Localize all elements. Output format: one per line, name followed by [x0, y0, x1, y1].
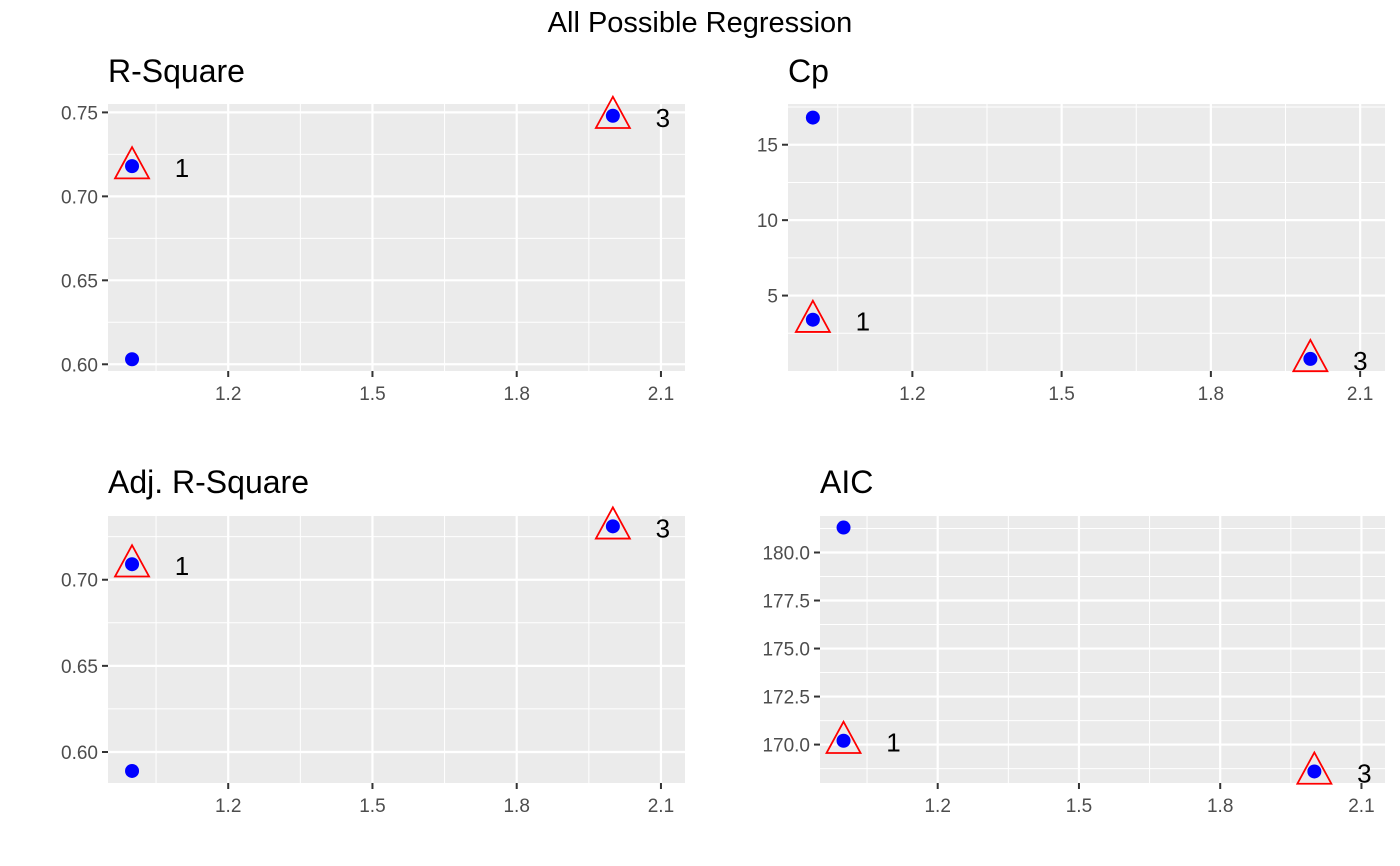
adj-r-square-y-tick-label: 0.70: [61, 571, 98, 592]
aic-data-point: [836, 733, 851, 748]
cp-data-point: [1303, 351, 1318, 366]
aic-y-tick-label: 177.5: [762, 592, 810, 613]
adj-r-square-highlight-triangle: [113, 543, 151, 578]
cp-point-label: 1: [856, 307, 870, 337]
aic-y-tick-label: 180.0: [762, 543, 810, 564]
r-square-highlight-triangle: [113, 145, 151, 180]
panel-aic: AIC 1.2 1.5 1.8 2.1 170.0 172.5 175.0 177.5 180.0…: [762, 464, 1385, 817]
cp-y-tick-label: 15: [757, 136, 778, 157]
r-square-title: R-Square: [108, 53, 245, 89]
r-square-plot-background: [108, 104, 685, 371]
cp-data-point: [805, 312, 820, 327]
adj-r-square-x-tick-label: 1.8: [503, 796, 529, 817]
r-square-point-label: 3: [656, 103, 670, 133]
aic-highlight-triangle: [825, 719, 863, 754]
aic-x-tick-label: 2.1: [1348, 796, 1374, 817]
cp-title: Cp: [788, 53, 829, 89]
aic-y-tick-label: 172.5: [762, 688, 810, 709]
cp-x-tick-label: 2.1: [1347, 384, 1373, 405]
adj-r-square-point-label: 1: [175, 551, 189, 581]
r-square-data-point: [125, 159, 140, 174]
aic-data-point: [836, 520, 851, 535]
cp-x-tick-label: 1.2: [899, 384, 925, 405]
adj-r-square-title: Adj. R-Square: [108, 464, 309, 500]
cp-x-tick-label: 1.5: [1048, 384, 1074, 405]
aic-data-point: [1307, 764, 1322, 779]
adj-r-square-data-point: [125, 763, 140, 778]
adj-r-square-data-point: [125, 557, 140, 572]
adj-r-square-y-tick-label: 0.60: [61, 743, 98, 764]
r-square-y-tick-label: 0.65: [61, 271, 98, 292]
panel-r-square: R-Square 1.2 1.5 1.8 2.1 0.60 0.65 0.70 0.75 1 3: [61, 53, 685, 405]
adj-r-square-x-tick-label: 1.2: [215, 796, 241, 817]
cp-point-label: 3: [1353, 346, 1367, 376]
r-square-y-tick-label: 0.70: [61, 187, 98, 208]
r-square-highlight-triangle: [594, 94, 632, 129]
adj-r-square-x-tick-label: 1.5: [359, 796, 385, 817]
aic-x-tick-label: 1.5: [1066, 796, 1092, 817]
cp-y-tick-label: 10: [757, 211, 778, 232]
cp-data-point: [805, 110, 820, 125]
cp-highlight-triangle: [794, 298, 832, 333]
figure-title: All Possible Regression: [548, 7, 853, 39]
r-square-x-tick-label: 2.1: [648, 384, 674, 405]
r-square-data-point: [605, 108, 620, 123]
adj-r-square-point-label: 3: [656, 513, 670, 543]
aic-highlight-triangle: [1295, 750, 1333, 785]
adj-r-square-plot-background: [108, 516, 685, 783]
cp-x-tick-label: 1.8: [1198, 384, 1224, 405]
adj-r-square-y-tick-label: 0.65: [61, 657, 98, 678]
aic-point-label: 1: [886, 728, 900, 758]
panel-adj-r-square: Adj. R-Square 1.2 1.5 1.8 2.1 0.60 0.65 0.70 1 3: [61, 464, 685, 817]
r-square-x-tick-label: 1.5: [359, 384, 385, 405]
r-square-y-tick-label: 0.75: [61, 103, 98, 124]
r-square-x-tick-label: 1.8: [503, 384, 529, 405]
panel-cp: Cp 1.2 1.5 1.8 2.1 5 10 15 1 3: [757, 53, 1385, 405]
aic-x-tick-label: 1.2: [924, 796, 950, 817]
cp-y-tick-label: 5: [767, 287, 778, 308]
r-square-y-tick-label: 0.60: [61, 355, 98, 376]
r-square-data-point: [125, 352, 140, 367]
aic-title: AIC: [820, 464, 873, 500]
adj-r-square-highlight-triangle: [594, 505, 632, 540]
adj-r-square-x-tick-label: 2.1: [648, 796, 674, 817]
aic-x-tick-label: 1.8: [1207, 796, 1233, 817]
adj-r-square-data-point: [605, 519, 620, 534]
aic-point-label: 3: [1357, 758, 1371, 788]
aic-y-tick-label: 170.0: [762, 736, 810, 757]
cp-highlight-triangle: [1291, 338, 1329, 373]
r-square-x-tick-label: 1.2: [215, 384, 241, 405]
r-square-point-label: 1: [175, 153, 189, 183]
aic-y-tick-label: 175.0: [762, 640, 810, 661]
